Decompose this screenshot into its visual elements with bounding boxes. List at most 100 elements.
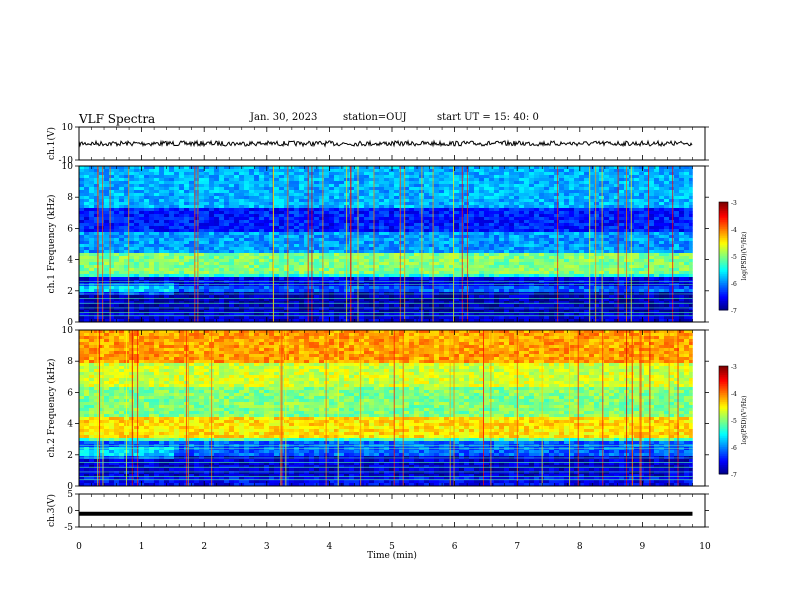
spectrogram-cell — [189, 238, 195, 242]
spectrogram-cell — [224, 274, 230, 278]
spectrogram-cell — [79, 169, 85, 173]
spectrogram-cell — [459, 247, 465, 251]
spectrogram-cell — [314, 316, 320, 320]
spectrogram-cell — [139, 220, 145, 224]
spectrogram-cell — [154, 175, 160, 179]
spectrogram-cell — [359, 205, 365, 209]
spectrogram-cell — [214, 286, 220, 290]
spectrogram-cell — [524, 193, 530, 197]
spectrogram-cell — [159, 169, 165, 173]
spectrogram-cell — [384, 268, 390, 272]
spectrogram-cell — [434, 316, 440, 320]
spectrogram-cell — [374, 235, 380, 239]
spectrogram-cell — [524, 310, 530, 314]
spectrogram-cell — [384, 316, 390, 320]
spectrogram-cell — [524, 181, 530, 185]
spectrogram-cell — [314, 205, 320, 209]
spectrogram-cell — [304, 304, 310, 308]
spectrogram-cell — [329, 286, 335, 290]
spectrogram-cell — [334, 256, 340, 260]
spectrogram-cell — [379, 235, 385, 239]
spectrogram-cell — [109, 202, 115, 206]
spectrogram-cell — [99, 301, 105, 305]
spectrogram-cell — [239, 301, 245, 305]
spectrogram-cell — [304, 205, 310, 209]
spectrogram-cell — [149, 286, 155, 290]
spectrogram-cell — [114, 214, 120, 218]
spectrogram-cell — [169, 193, 175, 197]
spectrogram-cell — [489, 190, 495, 194]
spectrogram-cell — [244, 316, 250, 320]
spectrogram-cell — [229, 298, 235, 302]
spectrogram-cell — [199, 196, 205, 200]
spectrogram-cell — [499, 271, 505, 275]
spectrogram-cell — [234, 166, 240, 170]
spectrogram-cell — [314, 220, 320, 224]
spectrogram-cell — [489, 247, 495, 251]
spectrogram-cell — [159, 211, 165, 215]
spectrogram-cell — [229, 244, 235, 248]
spectrogram-cell — [94, 217, 100, 221]
spectrogram-cell — [229, 187, 235, 191]
spectrogram-cell — [494, 205, 500, 209]
spectrogram-cell — [529, 172, 535, 176]
spectrogram-cell — [484, 265, 490, 269]
spectrogram-cell — [259, 247, 265, 251]
spectrogram-cell — [119, 172, 125, 176]
spectrogram-cell — [194, 253, 200, 257]
spectrogram-cell — [359, 226, 365, 230]
spectrogram-cell — [489, 316, 495, 320]
spectrogram-cell — [409, 274, 415, 278]
spectrogram-cell — [539, 307, 545, 311]
spectrogram-cell — [404, 271, 410, 275]
spectrogram-cell — [474, 259, 480, 263]
spectrogram-cell — [334, 241, 340, 245]
spectrogram-cell — [379, 304, 385, 308]
spectrogram-cell — [424, 301, 430, 305]
spectrogram-cell — [304, 235, 310, 239]
spectrogram-cell — [284, 187, 290, 191]
spectrogram-cell — [409, 223, 415, 227]
spectrogram-cell — [264, 262, 270, 266]
spectrogram-cell — [124, 241, 130, 245]
spectrogram-cell — [499, 172, 505, 176]
spectrogram-cell — [414, 298, 420, 302]
spectrogram-cell — [94, 265, 100, 269]
spectrogram-cell — [359, 256, 365, 260]
spectrogram-cell — [249, 295, 255, 299]
spectrogram-cell — [439, 166, 445, 170]
spectrogram-cell — [104, 241, 110, 245]
spectrogram-cell — [504, 178, 510, 182]
spectrogram-cell — [174, 205, 180, 209]
spectrogram-cell — [384, 319, 390, 323]
spectrogram-cell — [284, 268, 290, 272]
spectrogram-cell — [239, 316, 245, 320]
spectrogram-cell — [459, 229, 465, 233]
spectrogram-cell — [404, 304, 410, 308]
spectrogram-cell — [464, 220, 470, 224]
spectrogram-cell — [459, 211, 465, 215]
spectrogram-cell — [254, 196, 260, 200]
spectrogram-cell — [514, 295, 520, 299]
spectrogram-cell — [254, 274, 260, 278]
spectrogram-cell — [119, 190, 125, 194]
spectrogram-cell — [174, 220, 180, 224]
spectrogram-cell — [324, 301, 330, 305]
spectrogram-cell — [499, 178, 505, 182]
spectrogram-cell — [224, 286, 230, 290]
spectrogram-cell — [304, 229, 310, 233]
spectrogram-cell — [104, 259, 110, 263]
spectrogram-cell — [234, 265, 240, 269]
spectrogram-cell — [209, 301, 215, 305]
spectrogram-cell — [289, 187, 295, 191]
spectrogram-cell — [494, 202, 500, 206]
spectrogram-cell — [369, 253, 375, 257]
spectrogram-cell — [534, 256, 540, 260]
spectrogram-cell — [509, 193, 515, 197]
spectrogram-cell — [439, 202, 445, 206]
spectrogram-cell — [104, 262, 110, 266]
spectrogram-cell — [384, 313, 390, 317]
spectrogram-cell — [429, 235, 435, 239]
spectrogram-cell — [429, 298, 435, 302]
spectrogram-cell — [534, 289, 540, 293]
